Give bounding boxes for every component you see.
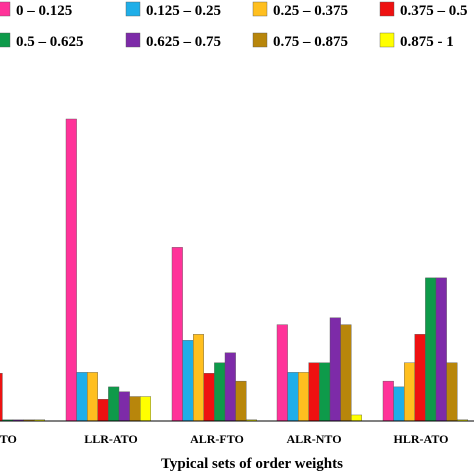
bar-hlr-ato-series-1 — [382, 380, 394, 422]
bar-llr-ato-series-7 — [129, 396, 141, 422]
legend-label: 0.75 – 0.875 — [273, 34, 348, 50]
chart-legend: 0 – 0.125 0.125 – 0.25 0.25 – 0.375 0.375 –… — [0, 1, 468, 50]
legend-label: 0.625 – 0.75 — [146, 34, 221, 50]
legend-label: 0.125 – 0.25 — [146, 3, 221, 19]
bar-llr-ato-series-4 — [97, 399, 109, 422]
legend-swatch — [379, 1, 395, 17]
bar-alr-nto-series-7 — [340, 324, 352, 422]
bar-alr-nto-series-1 — [276, 324, 288, 422]
legend-swatch — [125, 1, 141, 17]
bar-llr-ato-series-1 — [65, 118, 77, 422]
bar-alr-fto-series-2 — [182, 340, 194, 422]
x-tick-label: -NTO — [0, 432, 17, 446]
bar-hlr-ato-series-5 — [425, 277, 437, 422]
bar-llr-nto-series-4 — [0, 373, 3, 422]
legend-swatch — [252, 32, 268, 48]
bar-hlr-ato-series-4 — [414, 334, 426, 422]
bar-alr-fto-series-6 — [224, 352, 236, 422]
bar-hlr-ato-series-6 — [435, 277, 447, 422]
bar-alr-fto-series-7 — [235, 380, 247, 422]
bar-llr-ato-series-3 — [86, 372, 98, 422]
bar-alr-fto-series-1 — [171, 247, 183, 422]
bar-alr-nto-series-4 — [308, 362, 320, 422]
x-tick-label: ALR-NTO — [286, 432, 341, 446]
bar-hlr-ato-series-7 — [446, 362, 458, 422]
legend-swatch — [252, 1, 268, 17]
bar-alr-nto-series-3 — [298, 372, 310, 422]
x-tick-label: HLR-ATO — [394, 432, 449, 446]
legend-label: 0 – 0.125 — [16, 3, 72, 19]
legend-swatch — [0, 1, 11, 17]
legend-label: 0.25 – 0.375 — [273, 3, 348, 19]
bar-alr-fto-series-5 — [214, 362, 226, 422]
legend-swatch — [125, 32, 141, 48]
chart-bars — [0, 118, 469, 422]
bar-alr-fto-series-3 — [192, 334, 204, 422]
x-tick-label: ALR-FTO — [190, 432, 244, 446]
bar-llr-ato-series-6 — [118, 391, 130, 422]
bar-alr-fto-series-4 — [203, 373, 215, 422]
legend-swatch — [0, 32, 11, 48]
legend-swatch — [379, 32, 395, 48]
bar-llr-ato-series-5 — [108, 386, 120, 422]
bar-llr-ato-series-8 — [139, 396, 151, 422]
bar-llr-ato-series-2 — [76, 372, 88, 422]
bar-alr-nto-series-5 — [319, 362, 331, 422]
legend-label: 0.375 – 0.5 — [400, 3, 468, 19]
bar-alr-nto-series-6 — [329, 317, 341, 422]
bar-hlr-ato-series-2 — [393, 386, 405, 422]
bar-hlr-ato-series-3 — [404, 362, 416, 422]
legend-label: 0.875 - 1 — [400, 34, 454, 50]
legend-label: 0.5 – 0.625 — [16, 34, 84, 50]
bar-alr-nto-series-8 — [351, 414, 363, 422]
x-axis-title: Typical sets of order weights — [161, 456, 343, 472]
x-tick-labels: -NTO LLR-ATO ALR-FTO ALR-NTO HLR-ATO — [0, 432, 448, 446]
x-tick-label: LLR-ATO — [84, 432, 138, 446]
bar-alr-nto-series-2 — [287, 372, 299, 422]
